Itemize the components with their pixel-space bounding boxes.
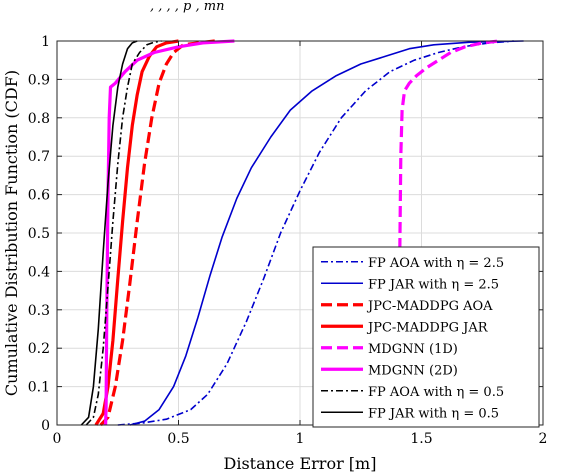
clipped-top-text: , , , , p , mn xyxy=(150,0,224,14)
legend-box xyxy=(312,246,540,428)
y-tick-label: 0.6 xyxy=(28,188,50,204)
series-line-4 xyxy=(94,39,179,426)
legend-label-8: FP JAR with η = 0.5 xyxy=(368,406,499,421)
legend-label-5: MDGNN (1D) xyxy=(368,342,458,357)
y-tick-label: 0.7 xyxy=(28,149,50,165)
legend-label-3: JPC-MADDPG AOA xyxy=(366,299,493,314)
y-tick-label: 0 xyxy=(41,418,50,434)
axis-ticks: 0 0.5 1 1.5 2 0 0.1 0.2 0.3 0.4 0.5 0.6 0.7 0.8 0.9 1 xyxy=(28,34,548,447)
y-tick-label: 0.2 xyxy=(28,341,50,357)
legend-label-6: MDGNN (2D) xyxy=(368,363,458,378)
x-tick-label: 2 xyxy=(539,431,548,447)
legend-label-7: FP AOA with η = 0.5 xyxy=(368,385,504,400)
y-tick-label: 0.5 xyxy=(28,226,50,242)
y-tick-label: 0.1 xyxy=(28,380,50,396)
series-line-8 xyxy=(80,40,138,426)
y-tick-label: 0.8 xyxy=(28,111,50,127)
legend-label-2: FP JAR with η = 2.5 xyxy=(368,277,499,292)
series-line-6 xyxy=(104,39,235,426)
legend-label-1: FP AOA with η = 2.5 xyxy=(368,256,504,271)
series-line-2 xyxy=(129,40,524,426)
x-tick-label: 0 xyxy=(53,431,62,447)
legend: FP AOA with η = 2.5 FP JAR with η = 2.5 JP… xyxy=(312,246,540,428)
y-axis-label: Cumulative Distribution Function (CDF) xyxy=(2,70,21,396)
x-tick-label: 1 xyxy=(296,431,305,447)
x-tick-label: 1.5 xyxy=(410,431,432,447)
series-line-7 xyxy=(85,40,162,426)
y-tick-label: 0.3 xyxy=(28,303,50,319)
y-tick-label: 0.4 xyxy=(28,264,50,280)
y-tick-label: 0.9 xyxy=(28,72,50,88)
series-line-5 xyxy=(395,39,500,426)
series-line-1 xyxy=(117,40,514,426)
x-axis-label: Distance Error [m] xyxy=(224,454,377,473)
series-layer xyxy=(80,39,524,427)
x-tick-label: 0.5 xyxy=(167,431,189,447)
legend-label-4: JPC-MADDPG JAR xyxy=(366,320,489,335)
y-tick-label: 1 xyxy=(41,34,50,50)
